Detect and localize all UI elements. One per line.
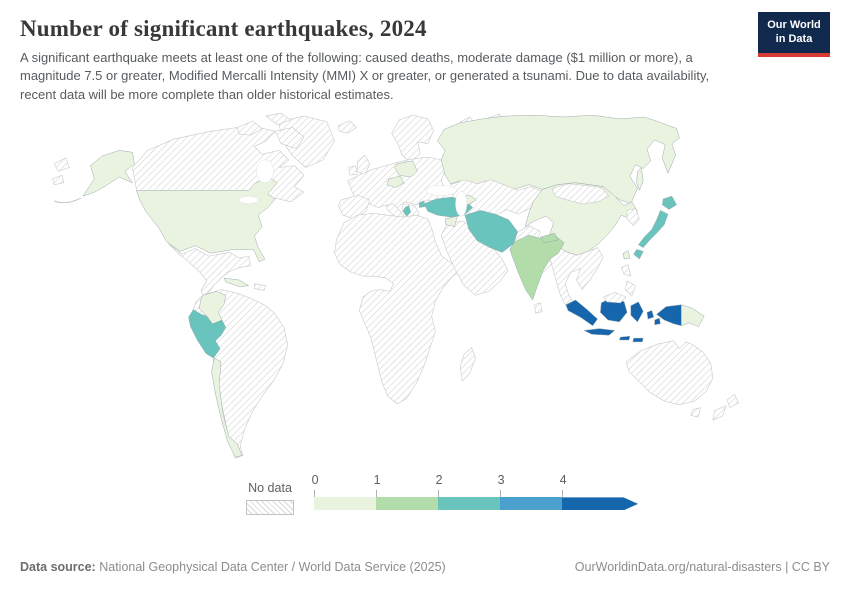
country-austria[interactable]	[386, 176, 405, 189]
country-indonesia-sulawesi[interactable]	[630, 302, 644, 323]
country-russia-sakhalin[interactable]	[636, 167, 644, 191]
country-indonesia-java[interactable]	[583, 328, 615, 336]
region-new-zealand-nodata[interactable]	[712, 405, 727, 421]
region-chukotka-sliver[interactable]	[52, 175, 65, 186]
region-scandinavia-nodata[interactable]	[391, 115, 434, 164]
country-nepal[interactable]	[540, 233, 559, 244]
data-source-label: Data source:	[20, 560, 96, 574]
country-indonesia-moluccas[interactable]	[646, 310, 654, 320]
legend-tick-mark	[438, 490, 439, 498]
region-baffin-island[interactable]	[275, 127, 305, 150]
legend-tick-label: 2	[435, 473, 443, 488]
region-philippines-nodata[interactable]	[621, 264, 632, 277]
country-japan-kyushu[interactable]	[633, 249, 644, 260]
legend-segment-3-4[interactable]	[500, 497, 562, 511]
data-source: Data source: National Geophysical Data C…	[20, 560, 446, 574]
region-iceland-nodata[interactable]	[337, 120, 357, 134]
legend-bar	[312, 497, 638, 511]
data-source-text: National Geophysical Data Center / World…	[99, 560, 446, 574]
legend-segment-2-3[interactable]	[438, 497, 500, 511]
legend-tick-label: 0	[311, 473, 319, 488]
region-chukotka-sliver[interactable]	[54, 158, 70, 172]
country-indonesia-lesser-sunda[interactable]	[632, 338, 644, 343]
country-japan-honshu[interactable]	[638, 210, 669, 249]
page-title: Number of significant earthquakes, 2024	[20, 16, 427, 41]
region-madagascar-nodata[interactable]	[459, 347, 476, 382]
region-arctic-island[interactable]	[265, 113, 291, 126]
region-philippines-nodata[interactable]	[624, 280, 636, 297]
legend-segment-1-2[interactable]	[376, 497, 438, 511]
chart-footer: Data source: National Geophysical Data C…	[20, 560, 830, 574]
owid-logo[interactable]: Our World in Data	[758, 12, 830, 57]
legend-tick-mark	[314, 490, 315, 498]
legend-segment-4-plus[interactable]	[562, 497, 638, 511]
legend-tick-label: 1	[373, 473, 381, 488]
lake-great-lakes	[238, 196, 259, 205]
aleutian-islands-line	[54, 197, 82, 204]
region-africa-nodata[interactable]	[334, 213, 465, 405]
world-map	[52, 113, 739, 459]
footer-link[interactable]: OurWorldinData.org/natural-disasters | C…	[574, 560, 830, 574]
region-mongolia-nodata[interactable]	[551, 183, 610, 205]
country-indonesia-sumatra[interactable]	[565, 300, 598, 327]
owid-logo-line2: in Data	[775, 32, 813, 45]
region-arctic-island[interactable]	[236, 120, 263, 136]
country-russia[interactable]	[437, 115, 680, 205]
legend-tick-mark	[376, 490, 377, 498]
map-legend: No data 0 1 2 3 4	[246, 473, 830, 516]
region-tasmania-nodata[interactable]	[690, 407, 701, 418]
sea-caspian	[455, 191, 468, 217]
legend-no-data-swatch[interactable]	[246, 500, 294, 516]
country-poland[interactable]	[394, 160, 418, 178]
country-japan-hokkaido[interactable]	[662, 196, 677, 211]
region-south-america-nodata[interactable]	[188, 289, 289, 459]
region-hispaniola-nodata[interactable]	[254, 283, 267, 292]
region-malaysia-borneo-nodata[interactable]	[602, 292, 627, 304]
legend-tick-label: 3	[497, 473, 505, 488]
legend-tick-label: 4	[559, 473, 567, 488]
country-usa-alaska[interactable]	[82, 150, 135, 197]
country-chile[interactable]	[211, 358, 243, 458]
region-mexico-central-america-nodata[interactable]	[168, 243, 251, 297]
legend-tick-mark	[562, 490, 563, 498]
legend-color-scale: 0 1 2 3 4	[312, 473, 638, 515]
country-taiwan[interactable]	[622, 250, 631, 260]
legend-tick-mark	[500, 490, 501, 498]
region-uk-nodata[interactable]	[357, 155, 371, 176]
region-sri-lanka-nodata[interactable]	[534, 302, 543, 314]
country-peru[interactable]	[188, 309, 227, 359]
legend-no-data-label: No data	[248, 481, 292, 496]
sea-black-sea	[425, 185, 457, 197]
country-turkey-thrace[interactable]	[419, 200, 426, 209]
region-australia-nodata[interactable]	[625, 341, 714, 406]
region-korea-nodata[interactable]	[626, 208, 640, 227]
region-southeast-asia-nodata[interactable]	[548, 243, 604, 309]
country-cuba[interactable]	[223, 278, 249, 288]
sea-hudson-bay	[256, 160, 274, 184]
legend-no-data-group[interactable]: No data	[246, 481, 294, 516]
region-new-zealand-nodata[interactable]	[726, 394, 739, 409]
world-map-wrap	[20, 108, 830, 471]
owid-logo-line1: Our World	[767, 19, 821, 31]
chart-subtitle: A significant earthquake meets at least …	[20, 50, 710, 102]
country-indonesia-moluccas[interactable]	[654, 318, 661, 326]
region-ireland-nodata[interactable]	[348, 165, 358, 176]
country-albania[interactable]	[402, 205, 411, 217]
country-indonesia-lesser-sunda[interactable]	[619, 336, 631, 341]
legend-segment-0-1[interactable]	[314, 497, 376, 511]
country-papua-new-guinea[interactable]	[681, 304, 705, 328]
country-syria[interactable]	[444, 216, 458, 228]
